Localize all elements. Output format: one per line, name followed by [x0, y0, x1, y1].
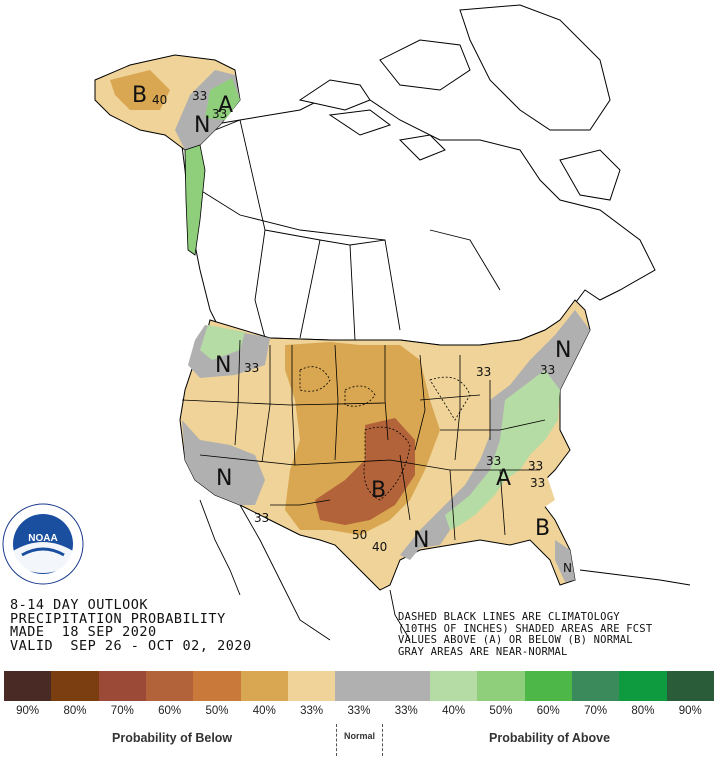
legend-percent-label: 60%: [146, 705, 193, 717]
land-base: [180, 95, 655, 345]
sw-33-label: 33: [254, 511, 269, 525]
legend-swatch: [572, 671, 619, 701]
legend-percent-label: 90%: [4, 705, 51, 717]
note-line-4: GRAY AREAS ARE NEAR-NORMAL: [398, 647, 652, 659]
nw-N-label: N: [215, 353, 231, 378]
legend-swatch: [335, 671, 382, 701]
east-33a-label: 33: [486, 454, 501, 468]
note-line-3: VALUES ABOVE (A) OR BELOW (B) NORMAL: [398, 635, 652, 647]
ne-33-label: 33: [540, 363, 555, 377]
legend-percent-label: 33%: [335, 705, 382, 717]
legend-swatch: [667, 671, 714, 701]
east-A-label: A: [496, 466, 511, 491]
legend-swatch: [477, 671, 524, 701]
plains-40-label: 40: [372, 540, 387, 554]
sw-N-label: N: [216, 466, 232, 491]
nw-33-label: 33: [244, 361, 259, 375]
gulf-N-label: N: [413, 528, 429, 553]
alaska-40-label: 40: [152, 93, 167, 107]
legend-swatch: [241, 671, 288, 701]
legend-swatch: [525, 671, 572, 701]
alaska-33b-label: 33: [212, 107, 227, 121]
plains-50-label: 50: [352, 528, 367, 542]
map-legend-note: DASHED BLACK LINES ARE CLIMATOLOGY (10THS…: [398, 612, 652, 658]
noaa-logo-text: NOAA: [28, 533, 57, 544]
legend-percent-label: 80%: [619, 705, 666, 717]
outlook-info: 8-14 DAY OUTLOOK PRECIPITATION PROBABILIT…: [10, 599, 252, 653]
se-B-label: B: [535, 516, 550, 541]
legend-percent-label: 33%: [288, 705, 335, 717]
normal-title: Normal: [344, 731, 375, 741]
alaska-B-label: B: [132, 83, 147, 108]
plains-B-label: B: [371, 478, 386, 503]
legend-percent-label: 50%: [193, 705, 240, 717]
outlook-valid-dates: VALID SEP 26 - OCT 02, 2020: [10, 640, 252, 654]
legend-swatch: [430, 671, 477, 701]
probability-labels: 90% 80% 70% 60% 50% 40% 33% 33% 33% 40% 50% 60% 70% 8…: [4, 705, 714, 717]
precipitation-outlook-map: B 40 33 N A 33: [0, 0, 719, 665]
alaska-N-label: N: [194, 113, 210, 138]
above-title: Probability of Above: [489, 731, 610, 745]
legend-percent-label: 70%: [99, 705, 146, 717]
ne-N-label: N: [555, 338, 571, 363]
legend-percent-label: 33%: [383, 705, 430, 717]
noaa-logo: NOAA: [2, 503, 84, 585]
normal-divider-right: [382, 724, 383, 756]
legend-percent-label: 60%: [525, 705, 572, 717]
legend-swatch: [99, 671, 146, 701]
fl-N-label: N: [563, 561, 572, 575]
note-line-1: DASHED BLACK LINES ARE CLIMATOLOGY: [398, 612, 652, 624]
ne-33b-label: 33: [476, 365, 491, 379]
legend-swatch: [619, 671, 666, 701]
legend-percent-label: 50%: [477, 705, 524, 717]
east-33b-label: 33: [528, 459, 543, 473]
ga-33-label: 33: [530, 476, 545, 490]
legend-swatch: [146, 671, 193, 701]
legend-swatch: [383, 671, 430, 701]
legend-percent-label: 40%: [241, 705, 288, 717]
alaska-33-label: 33: [192, 89, 207, 103]
normal-divider-left: [336, 724, 337, 756]
legend-percent-label: 90%: [667, 705, 714, 717]
legend-swatch: [288, 671, 335, 701]
legend-swatch: [4, 671, 51, 701]
probability-color-bar: [4, 671, 714, 701]
legend-percent-label: 40%: [430, 705, 477, 717]
legend-swatch: [193, 671, 240, 701]
conus: N 33 N 33 B 50 40 N A 33 33 N 33 33 33 B…: [180, 300, 590, 590]
legend-percent-label: 80%: [51, 705, 98, 717]
below-title: Probability of Below: [112, 731, 232, 745]
legend-percent-label: 70%: [572, 705, 619, 717]
legend-swatch: [51, 671, 98, 701]
